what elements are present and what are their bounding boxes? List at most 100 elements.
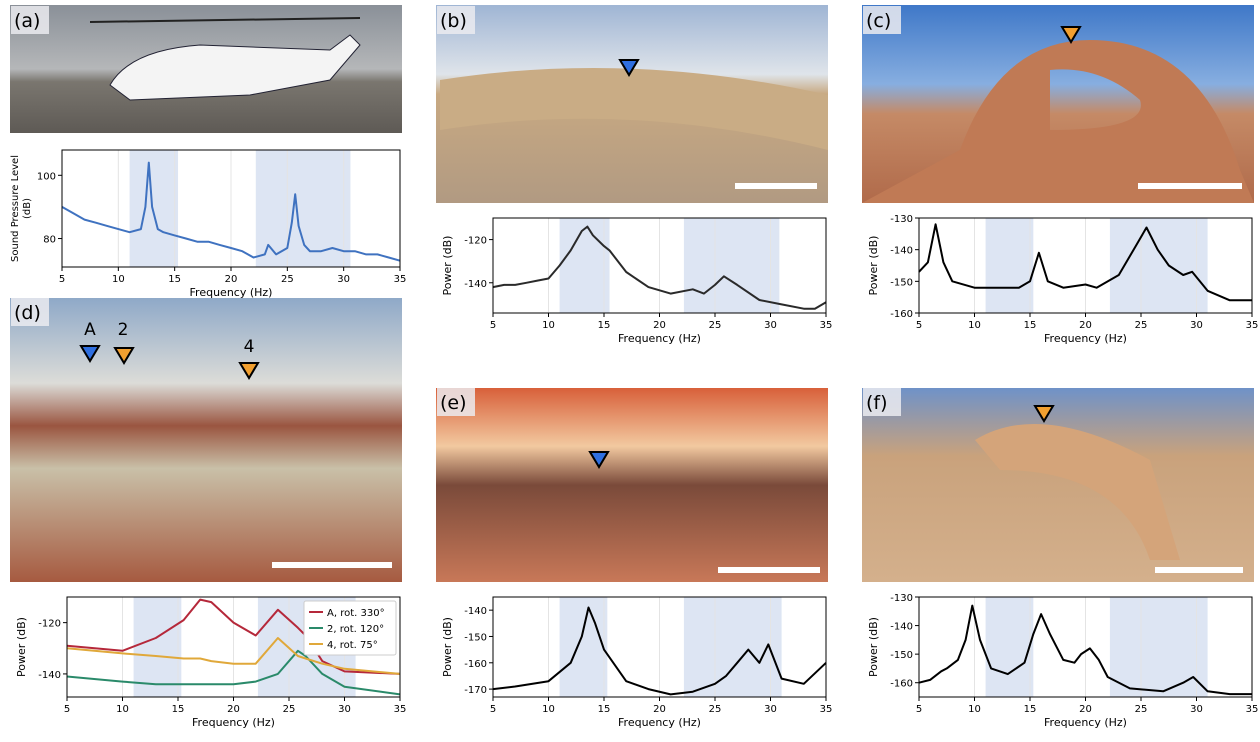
x-tick-label: 20 (227, 704, 240, 715)
shaded-band (683, 218, 780, 313)
y-tick-label: -120 (38, 619, 61, 630)
panel-label-bg (437, 388, 475, 416)
photos (10, 5, 1254, 582)
photo-f (862, 388, 1254, 582)
plot-frame (918, 217, 1253, 314)
shaded-band (1109, 218, 1208, 313)
panel-label: (d) (14, 302, 41, 324)
x-tick-label: 20 (653, 320, 666, 331)
x-tick-label: 15 (1024, 704, 1037, 715)
x-tick-label: 30 (764, 704, 777, 715)
plot-frame (492, 217, 827, 314)
x-tick-label: 10 (116, 704, 129, 715)
y-tick-label: -120 (464, 236, 487, 247)
shaded-band (129, 150, 179, 267)
x-tick-label: 35 (820, 320, 833, 331)
rock-arch (975, 424, 1180, 560)
x-tick-label: 20 (1079, 704, 1092, 715)
marker-triangle (238, 362, 260, 380)
x-tick-label: 25 (1135, 320, 1148, 331)
rotor (89, 17, 361, 23)
x-tick-label: 15 (168, 274, 181, 285)
y-axis-label: Sound Pressure Level (10, 155, 21, 262)
y-axis-label: Power (dB) (441, 617, 454, 677)
panel-label: (c) (866, 10, 891, 32)
x-tick-label: 25 (709, 704, 722, 715)
x-tick-label: 25 (709, 320, 722, 331)
plot-frame (918, 596, 1253, 698)
line-series (66, 637, 401, 675)
y-tick-label: -170 (464, 685, 487, 696)
x-axis-label: Frequency (Hz) (1044, 332, 1127, 345)
rock-arch (440, 68, 828, 150)
y-tick-label: -140 (890, 622, 913, 633)
x-tick-label: 20 (653, 704, 666, 715)
x-axis-label: Frequency (Hz) (618, 332, 701, 345)
y-axis-label: Power (dB) (867, 617, 880, 677)
x-tick-label: 35 (394, 704, 407, 715)
panel-label: (b) (440, 10, 467, 32)
x-tick-label: 35 (1246, 704, 1259, 715)
shaded-band (559, 597, 608, 697)
y-tick-label: -150 (890, 277, 913, 288)
x-tick-label: 20 (225, 274, 238, 285)
x-tick-label: 15 (172, 704, 185, 715)
annotation: 4 (244, 337, 255, 357)
line-series (66, 649, 401, 696)
marker-triangle (113, 347, 135, 365)
annotation: 2 (118, 320, 129, 340)
y-tick-label: -140 (464, 279, 487, 290)
panel-label-bg (863, 6, 901, 34)
x-tick-label: 10 (542, 704, 555, 715)
y-axis-label: Power (dB) (441, 236, 454, 296)
shaded-band (985, 597, 1034, 697)
legend-label: 2, rot. 120° (327, 624, 384, 635)
x-tick-label: 25 (283, 704, 296, 715)
rock-arch (862, 40, 1254, 203)
y-tick-label: -160 (890, 309, 913, 320)
x-tick-label: 30 (338, 704, 351, 715)
panel-label-bg (11, 298, 49, 326)
y-tick-label: 80 (43, 235, 56, 246)
y-tick-label: -140 (38, 670, 61, 681)
x-tick-label: 30 (1190, 704, 1203, 715)
x-tick-label: 20 (1079, 320, 1092, 331)
plot-frame (61, 149, 401, 268)
shaded-band (133, 597, 182, 697)
shaded-band (985, 218, 1034, 313)
annotation: A (84, 320, 96, 340)
x-tick-label: 10 (968, 704, 981, 715)
helicopter (109, 34, 361, 101)
y-tick-label: -140 (890, 246, 913, 257)
line-series (492, 606, 827, 696)
line-series (492, 225, 827, 310)
y-tick-label: -150 (890, 650, 913, 661)
line-series (66, 598, 401, 675)
marker-triangle (1033, 405, 1055, 423)
x-tick-label: 5 (59, 274, 65, 285)
legend-label: A, rot. 330° (327, 608, 385, 619)
plot-frame (66, 596, 401, 698)
marker-triangle (588, 451, 610, 469)
panel-label: (a) (14, 10, 40, 32)
scale-bar (1155, 567, 1243, 573)
scale-bar (718, 567, 820, 573)
x-axis-label: Frequency (Hz) (1044, 716, 1127, 729)
line-series (61, 161, 401, 262)
shaded-band (559, 218, 610, 313)
panel-label: (f) (866, 392, 888, 414)
x-tick-label: 5 (64, 704, 70, 715)
scale-bar (272, 562, 392, 568)
x-tick-label: 15 (598, 320, 611, 331)
y-tick-label: -130 (890, 593, 913, 604)
shaded-band (1109, 597, 1208, 697)
y-tick-label: -140 (464, 606, 487, 617)
x-tick-label: 30 (1190, 320, 1203, 331)
x-tick-label: 15 (1024, 320, 1037, 331)
x-tick-label: 35 (820, 704, 833, 715)
photo-e (436, 388, 828, 582)
x-tick-label: 10 (968, 320, 981, 331)
x-axis-label: Frequency (Hz) (190, 286, 273, 299)
photo-d (10, 298, 402, 582)
